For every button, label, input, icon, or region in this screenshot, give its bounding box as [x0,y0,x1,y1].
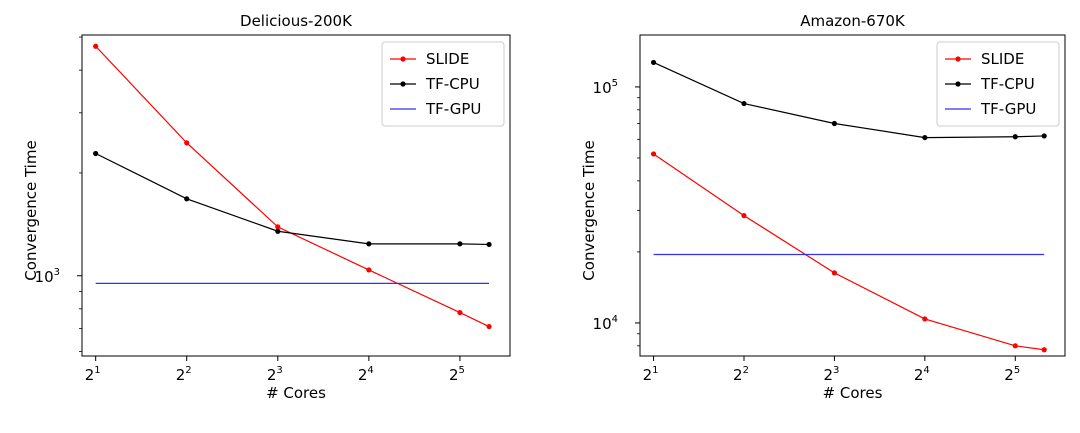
x-tick-label: 24 [914,365,930,384]
legend-marker-tf-cpu [955,81,961,87]
data-point-tf-cpu [486,241,492,248]
legend-label: SLIDE [426,50,469,68]
legend-label: TF-CPU [980,75,1035,93]
legend-marker-slide [955,56,961,62]
x-tick-label: 22 [733,365,749,384]
data-point-slide [922,316,928,322]
data-point-tf-cpu [184,196,190,202]
x-axis-label: # Cores [823,384,883,402]
series-line-slide [653,153,1045,351]
data-point-tf-cpu [1012,134,1018,140]
data-point-slide [486,323,492,330]
x-tick-label: 21 [643,365,659,384]
x-tick-label: 24 [358,365,374,384]
data-point-tf-cpu [457,241,463,247]
y-tick-label: 103 [35,267,60,286]
data-point-tf-cpu [922,134,928,141]
data-point-slide [275,224,281,230]
legend-label: SLIDE [981,50,1024,68]
chart-panel-2: Amazon-670K # Cores Convergence Time 21 22 23… [580,12,1066,402]
x-tick-label: 25 [449,365,465,384]
y-tick-label: 104 [593,314,618,333]
x-tick-label: 22 [176,365,192,384]
data-point-slide [741,212,747,219]
series-line-tf-cpu [653,61,1045,139]
data-point-tf-cpu [366,241,372,247]
y-tick-label: 105 [593,78,618,97]
data-point-tf-cpu [831,120,838,127]
legend-label: TF-GPU [425,100,481,118]
data-point-slide [1012,343,1018,349]
plot-frame [81,34,511,357]
legend-label: TF-CPU [425,75,480,93]
legend-marker-tf-cpu [400,81,406,87]
y-axis-label: Convergence Time [22,140,40,280]
data-point-slide [457,309,463,316]
data-point-slide [1041,347,1047,353]
data-point-tf-cpu [1041,133,1047,139]
x-tick-label: 23 [267,365,283,384]
x-tick-label: 25 [1004,365,1020,384]
legend-marker-slide [400,56,406,62]
x-tick-label: 21 [85,365,101,384]
legend-label: TF-GPU [980,100,1036,118]
data-point-tf-cpu [275,228,281,234]
data-point-tf-cpu [93,150,99,157]
legend-box [381,41,505,127]
data-point-tf-cpu [650,59,657,66]
legend-box [936,41,1060,127]
chart-title: Delicious-200K [240,12,353,30]
plot-frame [639,34,1066,357]
data-point-slide [831,270,838,276]
y-axis-label: Convergence Time [580,140,598,280]
series-line-tf-cpu [95,152,490,246]
chart-panel-1: Delicious-200K # Cores Convergence Time 21 2… [22,12,511,402]
x-tick-label: 23 [823,365,839,384]
series-line-slide [95,45,490,328]
chart-title: Amazon-670K [800,12,906,30]
data-point-slide [184,140,190,146]
data-point-slide [366,267,372,273]
data-point-slide [93,43,99,49]
data-point-tf-cpu [741,100,747,107]
x-axis-label: # Cores [266,384,326,402]
data-point-slide [650,151,657,157]
